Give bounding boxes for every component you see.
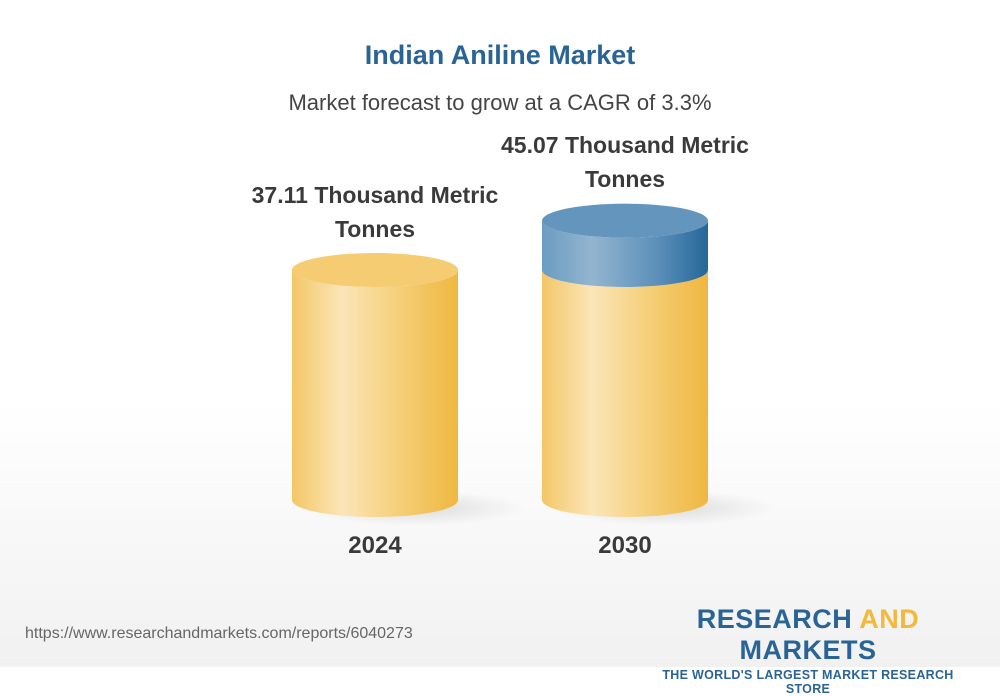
bar-top-2024 [292, 253, 458, 287]
source-url[interactable]: https://www.researchandmarkets.com/repor… [25, 625, 413, 642]
logo-text-research: RESEARCH [696, 604, 860, 634]
chart-subtitle: Market forecast to grow at a CAGR of 3.3… [288, 90, 712, 115]
bar-base-2024 [292, 270, 458, 517]
logo-tagline: THE WORLD'S LARGEST MARKET RESEARCH STOR… [662, 668, 954, 696]
data-label-2030: 45.07 Thousand Metric Tonnes [501, 132, 749, 192]
x-tick-label-2024: 2024 [348, 532, 402, 559]
x-tick-label-2030: 2030 [598, 532, 652, 559]
data-label-2024: 37.11 Thousand Metric Tonnes [251, 182, 499, 242]
cylinder-chart [292, 203, 775, 526]
logo-text-and: AND [859, 604, 920, 634]
research-and-markets-logo: RESEARCH AND MARKETS THE WORLD'S LARGEST… [640, 604, 976, 696]
logo-text-markets: MARKETS [739, 635, 877, 665]
bar-growth-2030 [542, 220, 708, 287]
bar-base-2030 [542, 270, 708, 517]
chart-title: Indian Aniline Market [364, 40, 636, 70]
bar-top-2030 [542, 203, 708, 238]
